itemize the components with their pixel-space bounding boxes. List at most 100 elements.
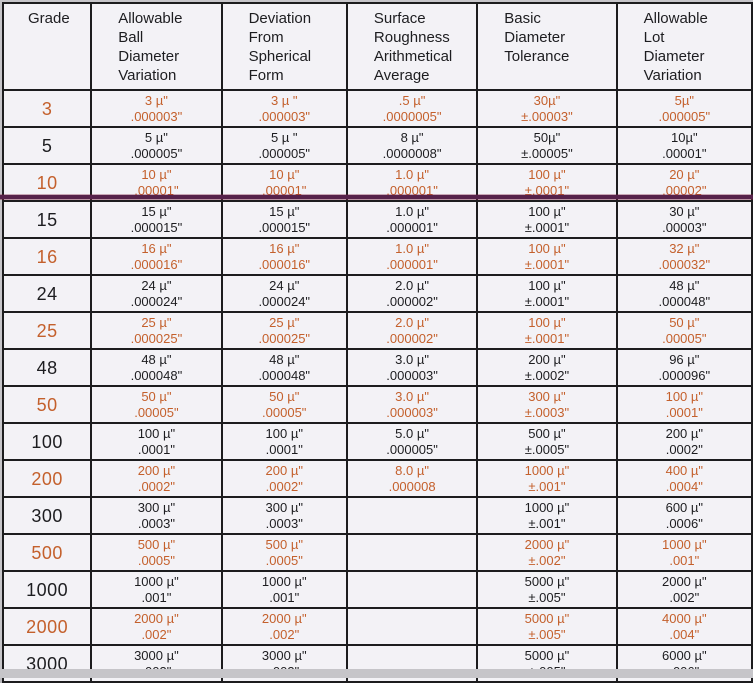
value-line: .00003" — [662, 220, 707, 235]
cell-ball_diameter_variation: 1000 µ" .001" — [90, 570, 223, 609]
value-line: .0001" — [265, 442, 303, 457]
value-line: .0001" — [137, 442, 175, 457]
value-line: .000003" — [386, 368, 438, 383]
cell-basic_diameter_tolerance: 100 µ" ±.0001" — [476, 163, 618, 202]
cell-lot_diameter_variation: 4000 µ" .004" — [615, 607, 753, 646]
value-line: 32 µ" — [669, 241, 700, 256]
value-line: 300 µ" — [265, 500, 303, 515]
value-line: .002" — [269, 627, 300, 642]
value-line: 400 µ" — [665, 463, 704, 478]
value-line: 3000 µ" — [134, 648, 179, 663]
cell-deviation_spherical_form: 100 µ" .0001" — [220, 422, 348, 461]
value-line: .001" — [141, 590, 172, 605]
value-line: 6000 µ" — [661, 648, 707, 663]
value-line: 200 µ" — [265, 463, 303, 478]
header-line: Allowable — [118, 10, 183, 27]
value-line: 2.0 µ" — [395, 278, 429, 293]
value-line: 10 µ" — [269, 167, 300, 182]
cell-surface_roughness: 8.0 µ" .000008 — [345, 459, 479, 498]
value-line: 100 µ" — [265, 426, 303, 441]
value-line: 30µ" — [533, 93, 561, 108]
value-line: .0004" — [665, 479, 703, 494]
value-line: 500 µ" — [528, 426, 566, 441]
value-line: ±.0001" — [524, 331, 570, 346]
value-line: .000005" — [386, 442, 438, 457]
cell-ball_diameter_variation: 5 µ" .000005" — [90, 126, 223, 165]
table-header: Grade Allowable Ball Diameter Variation Devia… — [1, 2, 753, 91]
value-line: 25 µ" — [141, 315, 172, 330]
cell-basic_diameter_tolerance: 1000 µ" ±.001" — [476, 496, 618, 535]
cell-basic_diameter_tolerance: 30µ" ±.00003" — [476, 89, 618, 128]
value-line: 3000 µ" — [261, 648, 307, 663]
cell-surface_roughness: 1.0 µ" .000001" — [345, 237, 479, 276]
grade-value: 48 — [1, 348, 93, 387]
cell-ball_diameter_variation: 24 µ" .000024" — [90, 274, 223, 313]
cell-deviation_spherical_form: 48 µ" .000048" — [220, 348, 348, 387]
value-line: 10 µ" — [141, 167, 172, 182]
cell-ball_diameter_variation: 15 µ" .000015" — [90, 200, 223, 239]
value-line: .000016" — [258, 257, 311, 272]
value-line: .0003" — [265, 516, 303, 531]
cell-lot_diameter_variation: 96 µ" .000096" — [615, 348, 753, 387]
grade-value: 15 — [1, 200, 93, 239]
grade-value: 50 — [1, 385, 93, 424]
value-line: .000048" — [658, 294, 711, 309]
page-bottom-margin — [0, 669, 753, 678]
value-line: .000016" — [130, 257, 183, 272]
value-line: 100 µ" — [665, 389, 704, 404]
cell-deviation_spherical_form: 1000 µ" .001" — [220, 570, 348, 609]
grade-value: 5 — [1, 126, 93, 165]
value-line: 2.0 µ" — [395, 315, 429, 330]
value-line: .000025" — [258, 331, 311, 346]
cell-lot_diameter_variation: 1000 µ" .001" — [615, 533, 753, 572]
value-line: 50µ" — [533, 130, 561, 145]
table-row-grade-15: 15 15 µ" .000015" 15 µ" .000015" 1.0 µ" .00000… — [1, 200, 753, 239]
value-line: .0000005" — [382, 109, 442, 124]
header-line: Variation — [643, 67, 702, 84]
value-line: ±.005" — [528, 590, 566, 605]
column-header-deviation_spherical_form: Deviation From Spherical Form — [220, 2, 348, 91]
value-line: .0000008" — [382, 146, 442, 161]
header-line: Diameter — [118, 48, 180, 65]
value-line: 15 µ" — [141, 204, 172, 219]
value-line: 20 µ" — [669, 167, 700, 182]
value-line: .000024" — [258, 294, 311, 309]
value-line: .000003" — [258, 109, 311, 124]
value-line: ±.002" — [528, 553, 566, 568]
cell-lot_diameter_variation: 10µ" .00001" — [615, 126, 753, 165]
value-line: 1.0 µ" — [395, 167, 429, 182]
grade-value: 1000 — [1, 570, 93, 609]
value-line: 3 µ" — [144, 93, 168, 108]
cell-lot_diameter_variation: 50 µ" .00005" — [615, 311, 753, 350]
cell-deviation_spherical_form: 500 µ" .0005" — [220, 533, 348, 572]
value-line: 5000 µ" — [524, 611, 570, 626]
cell-basic_diameter_tolerance: 50µ" ±.00005" — [476, 126, 618, 165]
value-line: .000096" — [658, 368, 711, 383]
cell-basic_diameter_tolerance: 100 µ" ±.0001" — [476, 237, 618, 276]
grade-value: 25 — [1, 311, 93, 350]
cell-surface_roughness: .5 µ" .0000005" — [345, 89, 479, 128]
cell-surface_roughness — [345, 607, 479, 646]
value-line: 2000 µ" — [524, 537, 570, 552]
value-line: .000008 — [388, 479, 436, 494]
cell-surface_roughness: 5.0 µ" .000005" — [345, 422, 479, 461]
header-line: Grade — [28, 10, 70, 27]
value-line: 4000 µ" — [661, 611, 707, 626]
value-line: .0001" — [665, 405, 703, 420]
cell-ball_diameter_variation: 3 µ" .000003" — [90, 89, 223, 128]
value-line: 100 µ" — [528, 241, 566, 256]
value-line: .000001" — [386, 183, 438, 198]
header-line: Average — [373, 67, 430, 84]
cell-deviation_spherical_form: 300 µ" .0003" — [220, 496, 348, 535]
value-line: .000025" — [130, 331, 183, 346]
cell-deviation_spherical_form: 5 µ " .000005" — [220, 126, 348, 165]
value-line: .000015" — [258, 220, 311, 235]
value-line: ±.005" — [528, 627, 566, 642]
value-line: 200 µ" — [528, 352, 566, 367]
cell-basic_diameter_tolerance: 5000 µ"±.005" — [476, 570, 618, 609]
value-line: .0003" — [137, 516, 175, 531]
value-line: .000015" — [130, 220, 183, 235]
value-line: 500 µ" — [137, 537, 176, 552]
value-line: ±.0001" — [524, 220, 570, 235]
